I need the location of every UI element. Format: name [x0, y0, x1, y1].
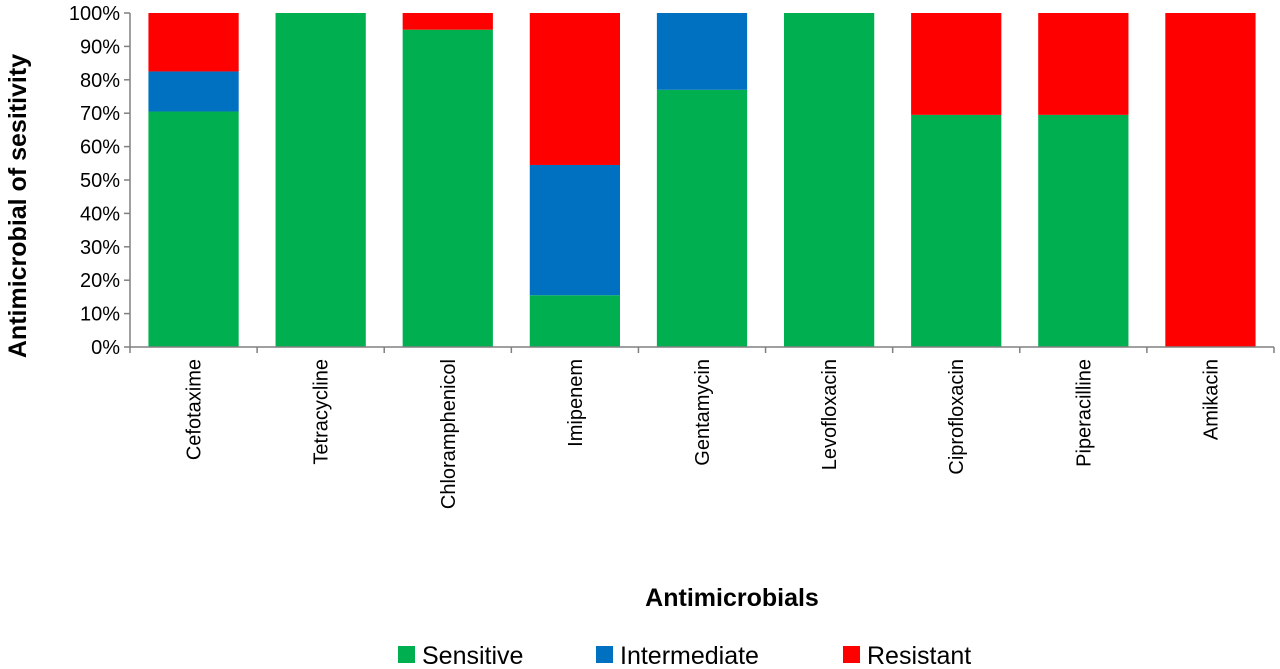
y-tick-label: 80% [80, 70, 120, 92]
y-tick-label: 0% [91, 337, 120, 359]
x-ticks-group: Cefotaxime Tetracycline Chloramphenicol Imi… [129, 347, 1275, 509]
bar-piperacilline-sensitive [1038, 114, 1129, 348]
x-category-label: Imipenem [565, 359, 587, 447]
bar-imipenem-sensitive [529, 295, 621, 347]
legend-swatch-sensitive [398, 646, 415, 663]
legend-label-intermediate: Intermediate [620, 642, 759, 669]
bar-imipenem-resistant [529, 13, 621, 165]
bar-ciprofloxacin-resistant [911, 13, 1002, 115]
bar-cefotaxime-intermediate [148, 71, 239, 112]
x-category-label: Ciprofloxacin [946, 359, 968, 475]
x-category-label: Cefotaxime [184, 359, 206, 460]
y-tick-label: 90% [80, 36, 120, 58]
y-tick-label: 10% [80, 304, 120, 326]
x-category-label: Amikacin [1200, 359, 1222, 440]
y-ticks-group: 0% 10% 20% 30% 40% 50% 60% 70% 80% 90% 100% [69, 3, 130, 359]
x-category-label: Gentamycin [692, 359, 714, 466]
x-axis-title: Antimicrobials [645, 584, 819, 612]
y-tick-label: 40% [80, 203, 120, 225]
bar-gentamycin-sensitive [656, 89, 748, 347]
bar-amikacin-resistant [1165, 13, 1256, 347]
bar-piperacilline-resistant [1038, 13, 1129, 115]
legend-label-resistant: Resistant [867, 642, 971, 669]
y-tick-label: 70% [80, 103, 120, 125]
y-tick-label: 20% [80, 270, 120, 292]
bar-chloramphenicol-sensitive [402, 29, 493, 347]
legend-swatch-resistant [843, 646, 860, 663]
bar-tetracycline-sensitive [275, 13, 366, 347]
bar-gentamycin-intermediate [656, 13, 748, 90]
bar-chloramphenicol-resistant [402, 13, 493, 30]
x-category-label: Chloramphenicol [438, 359, 460, 509]
y-axis-title: Antimicrobial of sesitivity [4, 54, 32, 358]
x-category-label: Levofloxacin [819, 359, 841, 470]
bar-cefotaxime-resistant [148, 13, 239, 72]
legend-label-sensitive: Sensitive [422, 642, 523, 669]
y-tick-label: 100% [69, 3, 120, 25]
bar-cefotaxime-sensitive [148, 111, 239, 347]
y-tick-label: 60% [80, 137, 120, 159]
x-category-label: Piperacilline [1073, 359, 1095, 467]
y-tick-label: 50% [80, 170, 120, 192]
y-tick-label: 30% [80, 237, 120, 259]
bar-imipenem-intermediate [529, 164, 621, 296]
bars-group [148, 13, 1256, 348]
bar-levofloxacin-sensitive [783, 13, 875, 347]
bar-ciprofloxacin-sensitive [911, 114, 1002, 348]
legend-swatch-intermediate [596, 646, 613, 663]
x-category-label: Tetracycline [311, 359, 333, 465]
legend: Sensitive Intermediate Resistant [398, 642, 971, 669]
